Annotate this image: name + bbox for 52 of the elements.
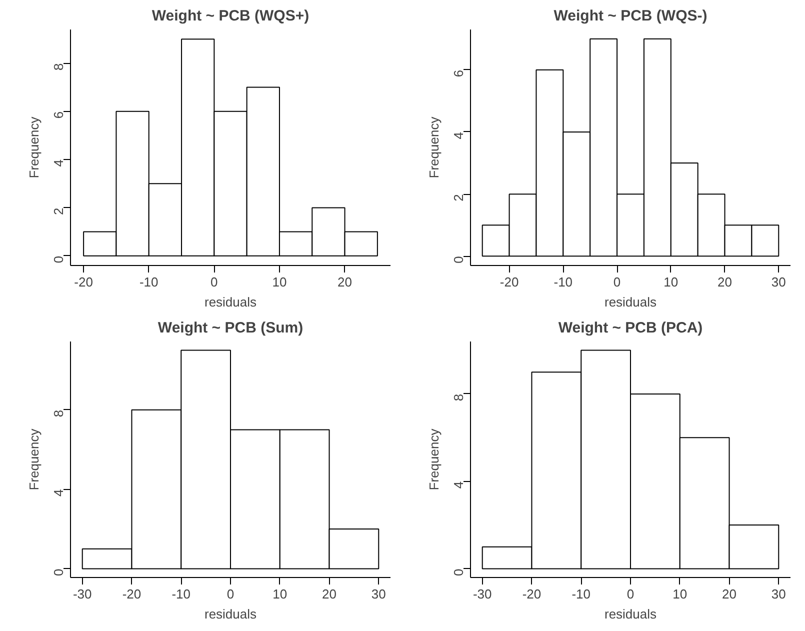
x-tick-label: 20 <box>722 586 737 602</box>
x-tick-label: 20 <box>322 586 337 602</box>
y-tick-label: 2 <box>451 194 466 202</box>
x-tick-label: 20 <box>338 274 352 290</box>
y-tick-label: 4 <box>51 489 66 497</box>
x-tick-label: -20 <box>522 586 542 602</box>
x-tick-label: 0 <box>226 586 234 602</box>
x-tick-label: 30 <box>371 586 386 602</box>
x-tick-label: -30 <box>72 586 92 602</box>
x-axis-title: residuals <box>604 606 658 622</box>
x-axis-title: residuals <box>204 294 258 310</box>
y-tick-label: 4 <box>51 160 66 167</box>
y-tick-label: 0 <box>451 256 466 264</box>
chart-title: Weight ~ PCB (Sum) <box>158 320 304 336</box>
x-tick-label: -30 <box>472 586 492 602</box>
x-tick-label: 0 <box>210 274 218 290</box>
x-tick-label: 20 <box>718 274 732 290</box>
y-tick-label: 6 <box>51 111 66 119</box>
y-axis-title: Frequency <box>426 116 442 178</box>
y-tick-label: 0 <box>51 256 66 264</box>
x-tick-label: -10 <box>572 586 591 602</box>
chart-title: Weight ~ PCB (PCA) <box>558 320 703 336</box>
y-tick-label: 6 <box>451 70 466 78</box>
x-tick-label: -10 <box>172 586 191 602</box>
x-tick-label: 30 <box>771 274 786 290</box>
y-tick-label: 2 <box>51 208 66 215</box>
y-tick-label: 8 <box>51 410 66 418</box>
y-axis-title: Frequency <box>426 428 442 490</box>
x-axis-title: residuals <box>204 606 258 622</box>
chart-title: Weight ~ PCB (WQS+) <box>152 8 310 24</box>
chart-title: Weight ~ PCB (WQS-) <box>554 8 708 24</box>
y-tick-label: 0 <box>451 568 466 576</box>
x-tick-label: 30 <box>771 586 786 602</box>
x-tick-label: 10 <box>272 274 287 290</box>
x-tick-label: 10 <box>672 586 688 602</box>
x-axis-title: residuals <box>604 294 658 310</box>
x-tick-label: 0 <box>613 274 621 290</box>
y-axis-title: Frequency <box>26 116 42 178</box>
y-axis-title: Frequency <box>26 428 42 490</box>
x-tick-label: -20 <box>500 274 519 290</box>
y-tick-label: 8 <box>451 394 466 402</box>
x-tick-label: 0 <box>626 586 634 602</box>
x-tick-label: 10 <box>664 274 678 290</box>
y-tick-label: 4 <box>451 481 466 489</box>
x-tick-label: -20 <box>122 586 142 602</box>
x-tick-label: -20 <box>74 274 93 290</box>
x-tick-label: -10 <box>554 274 573 290</box>
y-tick-label: 8 <box>51 63 66 70</box>
y-tick-label: 0 <box>51 568 66 576</box>
y-tick-label: 4 <box>451 132 466 140</box>
x-tick-label: -10 <box>139 274 158 290</box>
x-tick-label: 10 <box>272 586 288 602</box>
